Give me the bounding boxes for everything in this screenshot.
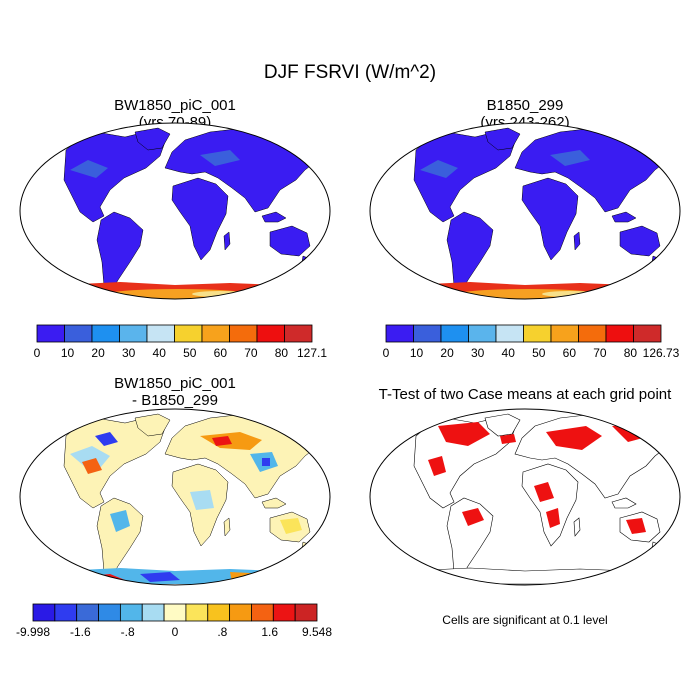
colorbar-swatch [119,603,143,622]
colorbar-swatch [174,324,203,343]
colorbar-tick-label: 80 [275,346,289,360]
panel-title-diff-line1: BW1850_piC_001 [114,375,236,392]
colorbar-swatch [36,324,65,343]
map-case1 [19,122,331,300]
figure-title: DJF FSRVI (W/m^2) [263,62,437,83]
colorbar-tick-label: -9.998 [16,625,50,639]
colorbar-swatch [141,603,165,622]
colorbar-swatch [284,324,313,343]
colorbar-swatch [119,324,148,343]
colorbar-tick-label: 127.1 [297,346,327,360]
colorbar-swatch [64,324,93,343]
colorbar-swatch [468,324,497,343]
colorbar-swatch [229,324,258,343]
colorbar-swatch [98,603,121,622]
colorbar-tick-label: 126.73 [643,346,680,360]
colorbar-swatch [229,603,252,622]
significance-note: Cells are significant at 0.1 level [442,613,608,627]
colorbar-swatch [633,324,662,343]
colorbar-swatch [251,603,274,622]
colorbar-tick-label: 10 [61,346,75,360]
colorbar-tick-label: 30 [471,346,485,360]
colorbar-swatch [201,324,230,343]
panel-title-diff: BW1850_piC_001 - B1850_299 [20,375,330,409]
panel-title-case1-line1: BW1850_piC_001 [114,97,236,114]
colorbar-tick-label: 50 [183,346,197,360]
colorbar-swatch [605,324,634,343]
colorbar-tick-label: -1.6 [70,625,91,639]
colorbar-swatch [163,603,187,622]
colorbar-tick-label: .8 [217,625,227,639]
colorbar-swatch [146,324,175,343]
panel-title-case2-line1: B1850_299 [486,97,564,114]
panel-title-ttest-line1: T-Test of two Case means at each grid po… [378,386,672,403]
map-case2 [369,122,681,300]
colorbar-tick-label: 20 [440,346,454,360]
colorbar-tick-label: 60 [214,346,228,360]
colorbar-tick-label: 40 [153,346,167,360]
colorbar-swatch [550,324,579,343]
colorbar-swatch [523,324,552,343]
colorbar-swatch [495,324,524,343]
colorbar-swatch [440,324,469,343]
colorbar-tick-label: 1.6 [261,625,278,639]
map-diff [19,408,331,586]
colorbar-tick-label: 10 [410,346,424,360]
colorbar-tick-label: 0 [172,625,179,639]
colorbar-tick-label: 0 [34,346,41,360]
colorbar-swatch [385,324,414,343]
colorbar-tick-label: 30 [122,346,136,360]
colorbar-tick-label: 0 [383,346,390,360]
colorbar-swatch [91,324,120,343]
colorbar-swatch [32,603,56,622]
colorbar-swatch [413,324,442,343]
colorbar-tick-label: 40 [502,346,516,360]
colorbar-swatch [578,324,607,343]
colorbar-swatch [54,603,78,622]
colorbar-diff: -9.998 -1.6 -.8 0 .8 1.6 9.548 [16,603,332,639]
colorbar-swatch [76,603,99,622]
colorbar-tick-label: 50 [532,346,546,360]
colorbar-tick-label: -.8 [121,625,135,639]
colorbar-case2: 0 10 20 30 40 50 60 70 80 126.73 [383,324,680,360]
panel-title-diff-line2: - B1850_299 [132,392,218,409]
colorbar-swatch [185,603,209,622]
colorbar-tick-label: 20 [91,346,105,360]
colorbar-tick-label: 80 [624,346,638,360]
map-ttest [369,408,681,586]
colorbar-swatch [256,324,285,343]
colorbar-swatch [294,603,318,622]
colorbar-tick-label: 9.548 [302,625,332,639]
colorbar-swatch [272,603,296,622]
panel-title-ttest: T-Test of two Case means at each grid po… [350,386,700,403]
colorbar-case1: 0 10 20 30 40 50 60 70 80 127.1 [34,324,327,360]
colorbar-swatch [207,603,231,622]
colorbar-tick-label: 70 [244,346,258,360]
colorbar-tick-label: 60 [563,346,577,360]
colorbar-tick-label: 70 [593,346,607,360]
